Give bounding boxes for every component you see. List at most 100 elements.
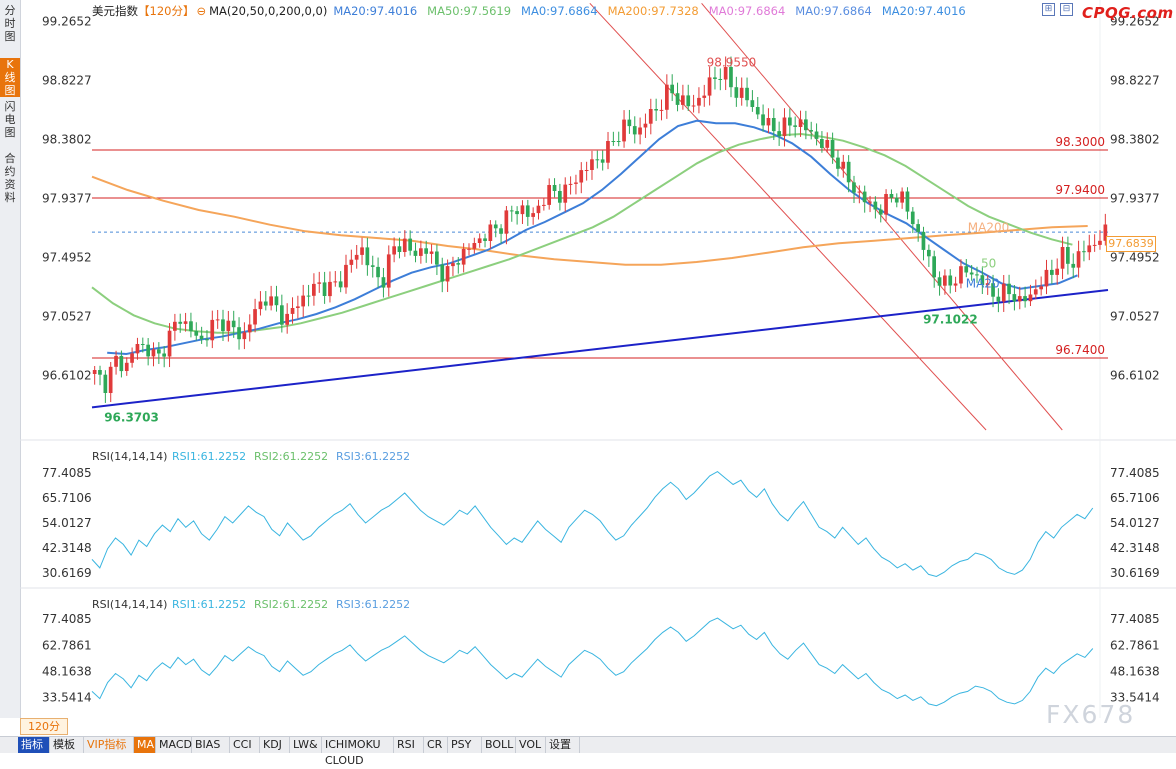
candle	[306, 284, 311, 307]
candle-body	[670, 84, 674, 94]
toolbar-item-12[interactable]: PSY	[448, 737, 482, 753]
candle-body	[1012, 294, 1017, 302]
chart-legend: 美元指数【120分】 ⊖ MA(20,50,0,200,0,0) MA20:97.40…	[92, 3, 986, 19]
candle-body	[435, 251, 439, 265]
candle	[1001, 274, 1006, 312]
candle-body	[857, 191, 862, 193]
candle	[467, 243, 471, 256]
candle-body	[194, 331, 199, 336]
candle-body	[793, 125, 797, 127]
chart-canvas[interactable]: 99.2652 99.2652 98.8227 98.8227 98.3802 98.38…	[20, 0, 1176, 718]
toolbar-item-8[interactable]: LW&	[290, 737, 322, 753]
candle	[1082, 240, 1086, 262]
period-selector[interactable]: 120分	[20, 718, 68, 735]
candle	[1076, 240, 1081, 278]
candle	[916, 219, 920, 242]
settings-icon[interactable]: ⊖	[196, 4, 207, 18]
candle-body	[761, 114, 765, 126]
toolbar-item-1[interactable]: 模板	[50, 737, 84, 753]
candle	[713, 66, 717, 90]
ma200-line-label: MA200	[968, 220, 1009, 234]
toolbar-item-4[interactable]: MACD	[156, 737, 192, 753]
chart-area[interactable]: 99.2652 99.2652 98.8227 98.8227 98.3802 98.38…	[20, 0, 1176, 718]
candle-body	[515, 211, 519, 215]
layout-icon[interactable]: ⊟	[1060, 3, 1073, 16]
rsi-line-2	[91, 617, 1094, 707]
candle	[328, 271, 332, 303]
candle-body	[750, 100, 755, 107]
toolbar-item-0[interactable]: 指标	[18, 737, 50, 753]
candle-body	[274, 296, 279, 306]
candle-body	[697, 97, 701, 106]
candle	[777, 121, 781, 146]
candle	[686, 84, 691, 111]
toolbar-item-2[interactable]: VIP指标	[84, 737, 134, 753]
candle	[114, 350, 118, 375]
candle-body	[996, 296, 1001, 302]
toolbar-item-10[interactable]: RSI	[394, 737, 424, 753]
grid-icon[interactable]: ⊞	[1042, 3, 1055, 16]
candle	[135, 337, 140, 360]
ma-params: MA(20,50,0,200,0,0)	[209, 4, 328, 18]
candle-body	[98, 370, 102, 375]
candle-body	[771, 118, 776, 132]
candle	[771, 108, 776, 141]
candle	[648, 98, 653, 135]
rsi-left-tick-2-0: 77.4085	[42, 612, 92, 626]
candle-body	[263, 301, 268, 306]
candle-body	[739, 87, 744, 98]
level-label-2: 96.7400	[1055, 343, 1105, 357]
candle-body	[333, 281, 338, 283]
candle-body	[900, 191, 904, 203]
candle-body	[1092, 244, 1097, 246]
toolbar-item-15[interactable]: 设置	[546, 737, 580, 753]
candle-body	[440, 264, 445, 282]
candle-body	[991, 283, 995, 297]
candle-body	[878, 209, 883, 215]
candle-body	[755, 107, 760, 115]
candle	[670, 74, 674, 102]
candle	[280, 294, 284, 333]
side-tab-2[interactable]: 闪电图	[4, 100, 16, 139]
candle	[317, 271, 322, 293]
candle-body	[552, 185, 557, 191]
candle	[964, 258, 969, 278]
candle-body	[542, 204, 546, 206]
candle-body	[338, 281, 343, 288]
candle	[702, 84, 707, 107]
site-logo[interactable]: CPQG.com	[1082, 4, 1174, 22]
candle	[1039, 276, 1043, 296]
candle-body	[889, 194, 894, 198]
candle	[140, 337, 145, 353]
toolbar-item-6[interactable]: CCI	[230, 737, 260, 753]
candle	[691, 94, 696, 113]
toolbar-item-11[interactable]: CR	[424, 737, 448, 753]
candle-body	[408, 238, 412, 251]
candle	[622, 110, 626, 148]
candle	[793, 116, 797, 138]
candle-body	[531, 213, 535, 217]
x-axis-label-5: 07/23	[840, 717, 878, 718]
toolbar-item-9[interactable]: ICHIMOKU CLOUD	[322, 737, 394, 767]
toolbar-item-13[interactable]: BOLL	[482, 737, 516, 753]
candle-body	[1050, 269, 1054, 275]
candle	[119, 350, 124, 378]
candle-body	[616, 141, 621, 142]
candle-body	[178, 321, 183, 324]
toolbar-item-3[interactable]: MA	[134, 737, 156, 753]
candle-body	[344, 264, 348, 288]
candle-body	[215, 319, 220, 321]
candle	[531, 207, 535, 225]
candle	[199, 326, 204, 344]
candle	[210, 310, 215, 349]
candle	[927, 244, 931, 267]
toolbar-item-7[interactable]: KDJ	[260, 737, 290, 753]
candle	[547, 178, 551, 210]
side-tab-3[interactable]: 合约资料	[4, 152, 16, 204]
side-tab-0[interactable]: 分时图	[4, 4, 16, 43]
rsi-series-label-2-1: RSI2:61.2252	[254, 598, 328, 611]
toolbar-item-14[interactable]: VOL	[516, 737, 546, 753]
toolbar-item-5[interactable]: BIAS	[192, 737, 230, 753]
candle-body	[499, 228, 503, 234]
